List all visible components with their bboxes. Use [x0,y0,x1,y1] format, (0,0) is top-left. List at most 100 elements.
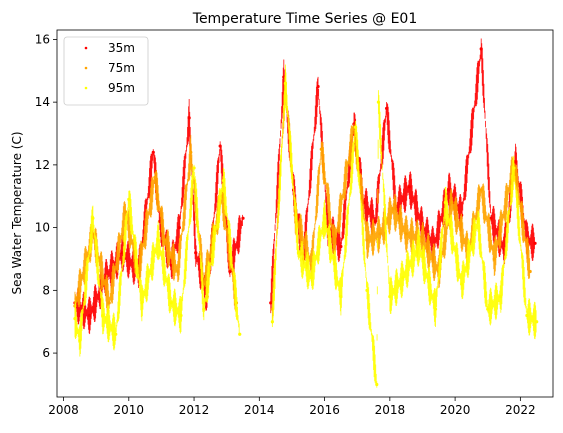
x-tick-label: 2016 [309,403,340,417]
data-point [221,178,226,183]
legend-label-75m: 75m [108,61,135,75]
legend-marker-75m [84,66,88,70]
data-point [373,219,377,223]
data-point [479,188,483,192]
legend-marker-35m [84,46,88,50]
data-point [401,276,405,280]
legend-box [63,36,149,106]
x-tick-label: 2014 [244,403,275,417]
data-point [378,232,382,236]
data-point [391,207,395,211]
data-point [309,276,314,280]
data-point [512,166,516,170]
data-point [192,166,196,170]
data-point [91,216,95,220]
legend-label-35m: 35m [108,41,135,55]
y-tick-label: 12 [35,158,50,172]
plot-area [73,38,539,388]
data-point [153,175,157,180]
data-point [169,301,173,305]
data-point [114,332,118,336]
data-point [353,125,358,129]
data-point [375,382,379,387]
data-point [486,307,490,311]
data-point [176,269,180,274]
data-point [107,301,111,305]
data-point [177,226,181,230]
series-95m [73,64,539,388]
data-point [450,200,454,205]
data-point [202,307,206,311]
y-tick-label: 8 [42,283,50,297]
data-point [332,244,336,249]
data-point [446,188,451,192]
x-tick-label: 2020 [440,403,471,417]
data-point [283,81,288,85]
y-tick-label: 14 [35,95,50,109]
data-point [88,313,92,318]
x-tick-label: 2022 [505,403,536,417]
x-tick-label: 2008 [48,403,79,417]
data-point [443,200,447,205]
data-point [322,216,327,220]
data-point [460,282,464,286]
data-point [404,232,408,236]
data-point [194,251,198,255]
data-point [433,307,438,311]
chart-title: Temperature Time Series @ E01 [192,11,417,27]
data-point [417,244,421,249]
data-point [388,295,392,299]
data-point [140,301,144,305]
data-point [101,313,105,318]
legend-label-95m: 95m [108,81,135,95]
data-point [123,210,128,214]
data-point [499,295,503,299]
data-point [228,269,232,274]
data-point [365,288,369,292]
data-point [73,316,77,321]
y-tick-label: 10 [35,221,50,235]
data-point [156,238,160,242]
data-point [187,116,191,120]
legend-marker-95m [84,86,88,90]
data-point [78,338,82,343]
y-axis-label: Sea Water Temperature (C) [10,131,24,294]
data-point [127,197,131,201]
data-point [238,332,242,336]
data-point [269,301,273,305]
x-tick-label: 2018 [375,403,406,417]
x-tick-label: 2012 [179,403,210,417]
data-point [218,144,222,148]
data-point [525,313,529,318]
data-point [241,216,245,220]
legend: 35m 75m 95m [63,36,149,106]
data-point [492,257,496,261]
data-point [319,147,323,151]
data-point [296,251,301,255]
data-point [179,313,183,318]
data-point [535,320,539,324]
data-point [365,238,369,242]
data-point [384,106,389,111]
data-point [189,150,193,154]
data-point [476,219,480,223]
data-point [339,244,343,249]
data-point [339,295,343,299]
data-point [163,238,167,242]
data-point [533,241,537,245]
data-point [316,84,320,89]
data-point [528,269,532,274]
data-point [376,100,381,104]
data-point [420,238,425,242]
data-point [270,320,274,324]
plot-frame [56,29,554,398]
y-axis: 6 8 10 12 14 16 [35,32,57,360]
x-tick-label: 2010 [114,403,145,417]
data-point [407,185,412,189]
y-tick-label: 16 [35,32,50,46]
data-point [479,47,483,51]
data-point [513,160,518,164]
x-axis: 2008 2010 2012 2014 2016 2018 2020 2022 [48,397,536,417]
y-tick-label: 6 [42,346,50,360]
